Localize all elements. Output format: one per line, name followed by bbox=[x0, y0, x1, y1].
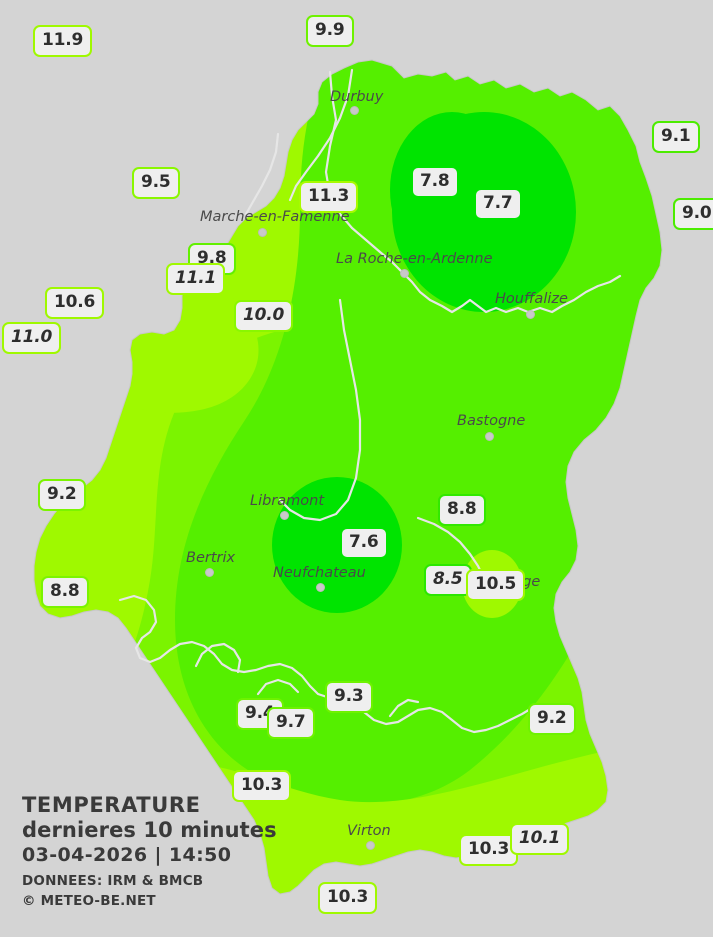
city-marker-dot bbox=[526, 310, 535, 319]
temperature-value-label: 9.8 bbox=[188, 243, 236, 275]
city-marker-dot bbox=[366, 841, 375, 850]
temperature-value-label: 9.5 bbox=[132, 167, 180, 199]
city-marker-dot bbox=[258, 228, 267, 237]
temperature-value-label: 9.9 bbox=[306, 15, 354, 47]
city-label: La Roche-en-Ardenne bbox=[336, 251, 493, 267]
city-label: Houffalize bbox=[495, 291, 568, 307]
temperature-value-label: 9.0 bbox=[673, 198, 713, 230]
temperature-value-label: 9.3 bbox=[325, 681, 373, 713]
legend-datetime: 03-04-2026 | 14:50 bbox=[22, 844, 232, 867]
legend-copyright: © METEO-BE.NET bbox=[22, 892, 156, 909]
temperature-value-label: 9.7 bbox=[267, 707, 315, 739]
city-label: Durbuy bbox=[330, 89, 384, 105]
legend-subtitle: dernieres 10 minutes bbox=[22, 817, 277, 842]
city-marker-dot bbox=[205, 568, 214, 577]
temperature-value-label: 10.6 bbox=[45, 287, 105, 319]
temperature-value-label: 9.2 bbox=[38, 479, 86, 511]
city-label: Bertrix bbox=[186, 550, 236, 566]
temperature-value-label: 10.0 bbox=[234, 300, 294, 332]
city-marker-dot bbox=[400, 269, 409, 278]
city-marker-dot bbox=[280, 511, 289, 520]
city-marker-dot bbox=[350, 106, 359, 115]
temperature-value-label: 7.8 bbox=[411, 166, 459, 198]
city-marker-dot bbox=[316, 583, 325, 592]
temperature-value-label: 11.1 bbox=[166, 263, 226, 295]
temperature-value-label: 8.8 bbox=[41, 576, 89, 608]
temperature-value-label: 8.5 bbox=[424, 564, 472, 596]
map-legend-footer: TEMPERATURE dernieres 10 minutes 03-04-2… bbox=[22, 793, 277, 911]
temperature-value-label: 10.3 bbox=[232, 770, 292, 802]
temperature-value-label: 10.3 bbox=[318, 882, 378, 914]
city-label: Marche-en-Famenne bbox=[200, 209, 350, 225]
temperature-value-label: 10.5 bbox=[466, 569, 526, 601]
temperature-value-label: 10.1 bbox=[510, 823, 570, 855]
temperature-value-label: 11.3 bbox=[299, 181, 359, 213]
city-label: Libramont bbox=[250, 493, 325, 509]
temperature-value-label: 9.1 bbox=[652, 121, 700, 153]
city-label: Virton bbox=[347, 823, 391, 839]
temperature-value-label: 9.2 bbox=[528, 703, 576, 735]
temperature-value-label: 11.9 bbox=[33, 25, 93, 57]
temperature-value-label: 7.6 bbox=[340, 527, 388, 559]
rivers-and-internal-borders bbox=[118, 68, 622, 734]
band-cold-core-south bbox=[272, 477, 402, 613]
city-label: Neufchateau bbox=[273, 565, 366, 581]
province-outline bbox=[33, 59, 663, 895]
temperature-value-label: 7.7 bbox=[474, 188, 522, 220]
temperature-value-label: 11.0 bbox=[2, 322, 62, 354]
city-label: Bastogne bbox=[457, 413, 526, 429]
legend-source: DONNEES: IRM & BMCB bbox=[22, 873, 204, 890]
city-marker-dot bbox=[485, 432, 494, 441]
temperature-value-label: 8.8 bbox=[438, 494, 486, 526]
legend-title: TEMPERATURE bbox=[22, 793, 201, 817]
